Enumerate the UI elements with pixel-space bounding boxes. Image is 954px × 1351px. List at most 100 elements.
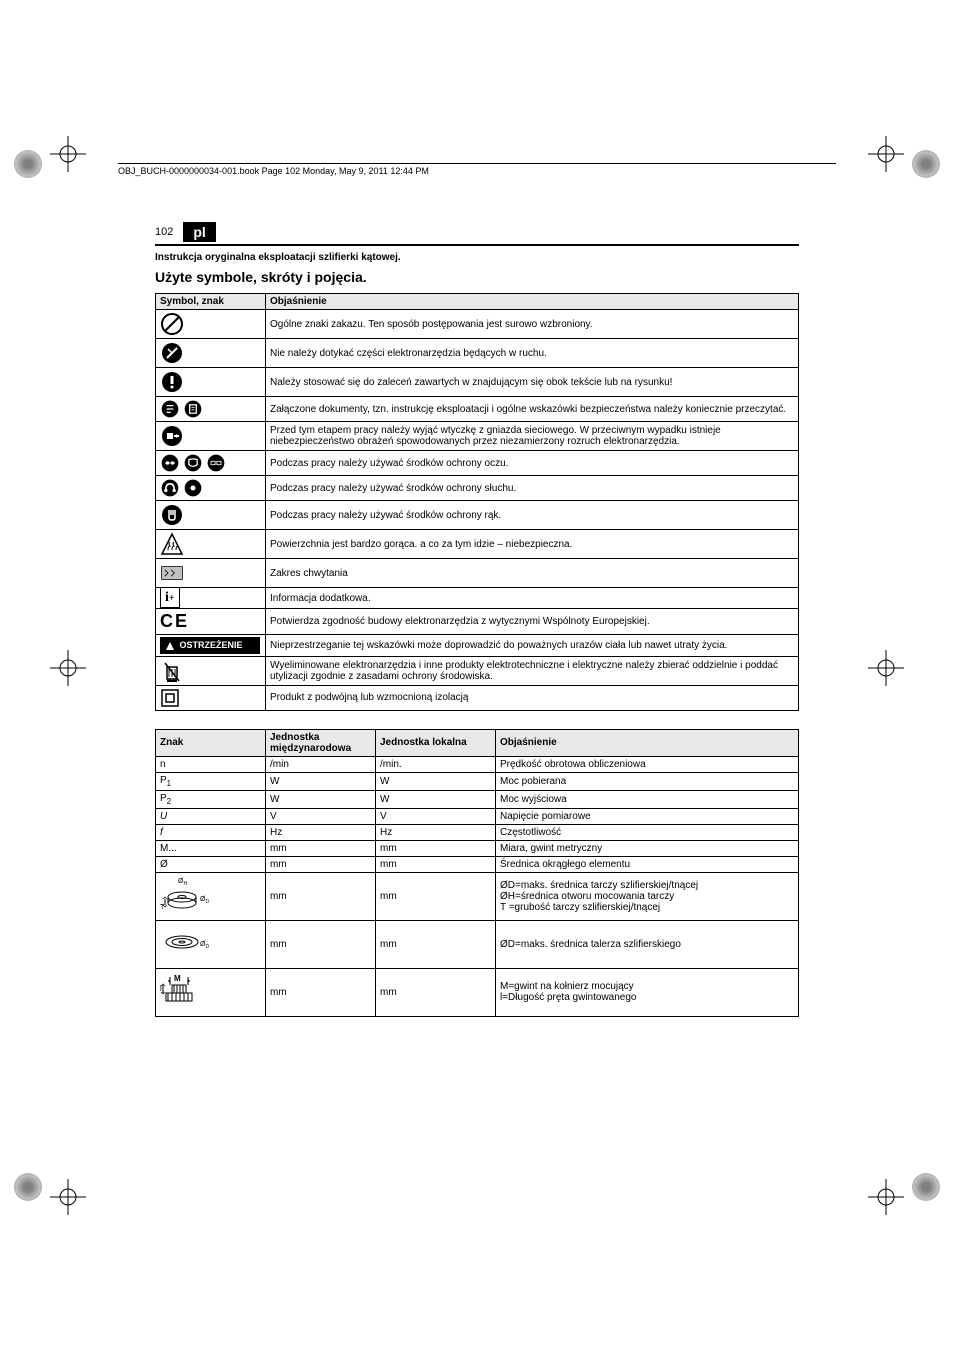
table-row: Przed tym etapem pracy należy wyjąć wtyc… <box>156 422 799 451</box>
table-row: Powierzchnia jest bardzo gorąca. a co za… <box>156 530 799 559</box>
section-title: Użyte symbole, skróty i pojęcia. <box>155 269 799 285</box>
explanation-cell: ØD=maks. średnica tarczy szlifierskiej/t… <box>496 872 799 920</box>
table-row: Zakres chwytania <box>156 559 799 588</box>
table-row: Nie należy dotykać części elektronarzędz… <box>156 339 799 368</box>
svg-text:ØD: ØD <box>200 896 209 905</box>
table-row: Produkt z podwójną lub wzmocnioną izolac… <box>156 685 799 710</box>
explanation-cell: Powierzchnia jest bardzo gorąca. a co za… <box>266 530 799 559</box>
sign-cell: ØH ØD T <box>156 872 266 920</box>
mandatory-icon <box>160 370 184 394</box>
svg-text:T: T <box>160 904 165 911</box>
table-header: Objaśnienie <box>496 729 799 756</box>
explanation-cell: Ogólne znaki zakazu. Ten sposób postępow… <box>266 310 799 339</box>
unit-intl-cell: mm <box>266 920 376 968</box>
corner-dot-icon <box>14 150 42 178</box>
registration-mark-icon <box>50 136 86 172</box>
unit-local-cell: mm <box>376 856 496 872</box>
table-header: Jednostka międzynarodowa <box>266 729 376 756</box>
unit-intl-cell: mm <box>266 856 376 872</box>
table-row: Ogólne znaki zakazu. Ten sposób postępow… <box>156 310 799 339</box>
table-row: ØH ØD T mm mm ØD=maks. średnica tarczy s… <box>156 872 799 920</box>
table-row: P2 W W Moc wyjściowa <box>156 790 799 808</box>
sign-cell: Ø <box>156 856 266 872</box>
registration-mark-icon <box>50 650 86 686</box>
explanation-cell: Produkt z podwójną lub wzmocnioną izolac… <box>266 685 799 710</box>
unplug-icon <box>160 424 184 448</box>
read-manual-icon <box>183 399 203 419</box>
sign-cell: M l <box>156 968 266 1016</box>
symbols-table: Symbol, znak Objaśnienie Ogólne znaki za… <box>155 293 799 711</box>
explanation-cell: Podczas pracy należy używać środków ochr… <box>266 476 799 501</box>
unit-intl-cell: W <box>266 772 376 790</box>
document-subtitle: Instrukcja oryginalna eksploatacji szlif… <box>155 252 799 263</box>
explanation-cell: Moc wyjściowa <box>496 790 799 808</box>
language-badge: pl <box>183 222 215 242</box>
explanation-cell: Potwierdza zgodność budowy elektronarzęd… <box>266 609 799 635</box>
unit-local-cell: W <box>376 790 496 808</box>
unit-intl-cell: mm <box>266 840 376 856</box>
read-general-icon <box>160 399 180 419</box>
registration-mark-icon <box>868 1179 904 1215</box>
unit-intl-cell: V <box>266 808 376 824</box>
unit-intl-cell: W <box>266 790 376 808</box>
table-row: Podczas pracy należy używać środków ochr… <box>156 476 799 501</box>
unit-local-cell: /min. <box>376 756 496 772</box>
spindle-thread-icon: M l <box>160 971 216 1011</box>
registration-mark-icon <box>868 650 904 686</box>
table-row: f Hz Hz Częstotliwość <box>156 824 799 840</box>
page-content: 102 pl Instrukcja oryginalna eksploatacj… <box>155 222 799 1017</box>
sign-cell: M... <box>156 840 266 856</box>
explanation-cell: Podczas pracy należy używać środków ochr… <box>266 451 799 476</box>
explanation-cell: ØD=maks. średnica talerza szlifierskiego <box>496 920 799 968</box>
page-number: 102 <box>155 226 173 238</box>
table-row: ØD mm mm ØD=maks. średnica talerza szlif… <box>156 920 799 968</box>
table-header: Symbol, znak <box>156 294 266 310</box>
gloves-icon <box>160 503 184 527</box>
explanation-cell: Podczas pracy należy używać środków ochr… <box>266 501 799 530</box>
corner-dot-icon <box>14 1173 42 1201</box>
hot-surface-icon <box>160 532 184 556</box>
svg-text:ØD: ØD <box>200 941 209 950</box>
units-table: Znak Jednostka międzynarodowa Jednostka … <box>155 729 799 1017</box>
explanation-cell: Prędkość obrotowa obliczeniowa <box>496 756 799 772</box>
unit-intl-cell: mm <box>266 968 376 1016</box>
table-header: Objaśnienie <box>266 294 799 310</box>
unit-local-cell: mm <box>376 968 496 1016</box>
explanation-cell: Moc pobierana <box>496 772 799 790</box>
table-row: i+ Informacja dodatkowa. <box>156 588 799 609</box>
unit-local-cell: mm <box>376 872 496 920</box>
table-header: Jednostka lokalna <box>376 729 496 756</box>
page-number-row: 102 pl <box>155 222 799 246</box>
explanation-cell: Nieprzestrzeganie tej wskazówki może dop… <box>266 635 799 657</box>
explanation-cell: Wyeliminowane elektronarzędzia i inne pr… <box>266 656 799 685</box>
face-shield-icon <box>183 453 203 473</box>
prohibit-icon <box>160 312 184 336</box>
table-header: Znak <box>156 729 266 756</box>
info-icon: i+ <box>160 587 180 608</box>
explanation-cell: Napięcie pomiarowe <box>496 808 799 824</box>
table-row: CE Potwierdza zgodność budowy elektronar… <box>156 609 799 635</box>
unit-local-cell: V <box>376 808 496 824</box>
unit-local-cell: mm <box>376 920 496 968</box>
corner-dot-icon <box>912 150 940 178</box>
ear-muff-icon <box>160 478 180 498</box>
double-insulation-icon <box>160 688 180 708</box>
table-row: U V V Napięcie pomiarowe <box>156 808 799 824</box>
goggles-icon <box>160 453 180 473</box>
sign-cell: n <box>156 756 266 772</box>
table-row: Podczas pracy należy używać środków ochr… <box>156 501 799 530</box>
svg-text:M: M <box>174 974 181 983</box>
page-header: OBJ_BUCH-0000000034-001.book Page 102 Mo… <box>118 163 836 176</box>
table-row: n /min /min. Prędkość obrotowa obliczeni… <box>156 756 799 772</box>
sanding-plate-icon: ØD <box>160 923 216 963</box>
table-row: Załączone dokumenty, tzn. instrukcję eks… <box>156 397 799 422</box>
explanation-cell: Należy stosować się do zaleceń zawartych… <box>266 368 799 397</box>
table-row: Ø mm mm Średnica okrągłego elementu <box>156 856 799 872</box>
sign-cell: ØD <box>156 920 266 968</box>
explanation-cell: Częstotliwość <box>496 824 799 840</box>
explanation-cell: Średnica okrągłego elementu <box>496 856 799 872</box>
safety-glasses-icon <box>206 453 226 473</box>
sign-cell: P1 <box>156 772 266 790</box>
svg-text:ØH: ØH <box>178 878 187 887</box>
weee-icon <box>160 659 184 683</box>
